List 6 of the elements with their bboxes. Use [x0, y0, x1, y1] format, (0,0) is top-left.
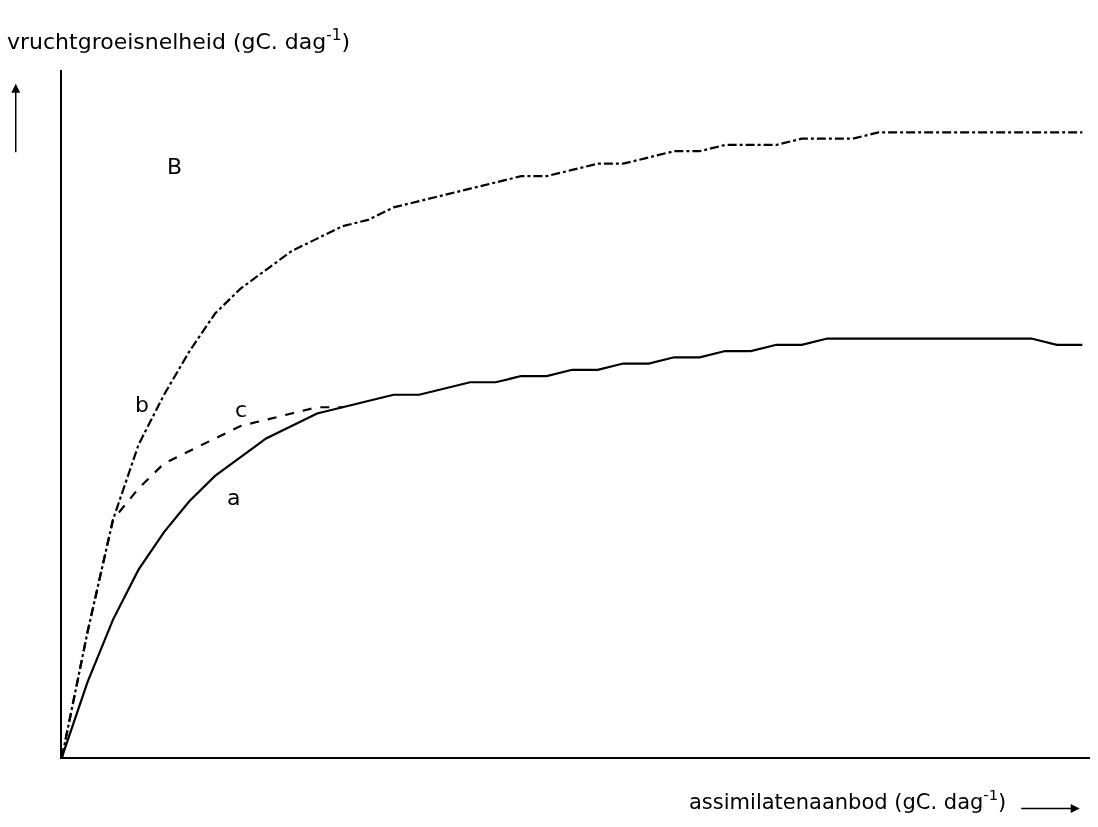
series-label: c	[235, 397, 248, 422]
y-axis-title: vruchtgroeisnelheid (gC. dag$^{-1}$)	[7, 26, 351, 55]
series-label: a	[227, 485, 241, 510]
x-axis-title: assimilatenaanbod (gC. dag$^{-1}$)	[689, 786, 1007, 814]
series-label: b	[135, 392, 149, 417]
annotation: B	[167, 154, 183, 179]
